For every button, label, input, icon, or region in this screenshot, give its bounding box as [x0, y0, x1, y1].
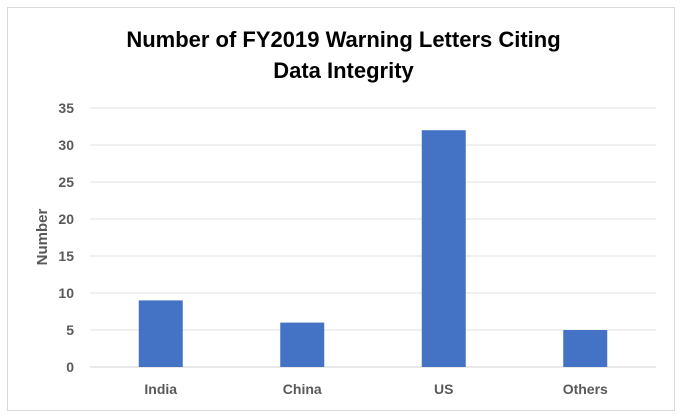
y-tick-label: 15	[58, 248, 74, 264]
chart-frame	[7, 7, 675, 411]
bar-others	[563, 330, 608, 367]
x-tick-label: India	[144, 381, 177, 397]
chart-title-line-1: Number of FY2019 Warning Letters Citing	[126, 27, 561, 52]
y-tick-label: 10	[58, 285, 74, 301]
y-tick-label: 30	[58, 137, 74, 153]
chart-title: Number of FY2019 Warning Letters Citing …	[0, 24, 687, 86]
y-axis-label: Number	[34, 209, 51, 266]
y-tick-label: 0	[66, 359, 74, 375]
y-tick-label: 5	[66, 322, 74, 338]
y-tick-label: 25	[58, 174, 74, 190]
x-tick-label: US	[434, 381, 453, 397]
x-tick-label: China	[283, 381, 322, 397]
bar-china	[280, 322, 325, 367]
bar-india	[138, 300, 183, 367]
bar-us	[421, 130, 466, 367]
chart-title-line-2: Data Integrity	[273, 58, 414, 83]
y-tick-label: 35	[58, 100, 74, 116]
y-tick-label: 20	[58, 211, 74, 227]
x-tick-label: Others	[563, 381, 608, 397]
